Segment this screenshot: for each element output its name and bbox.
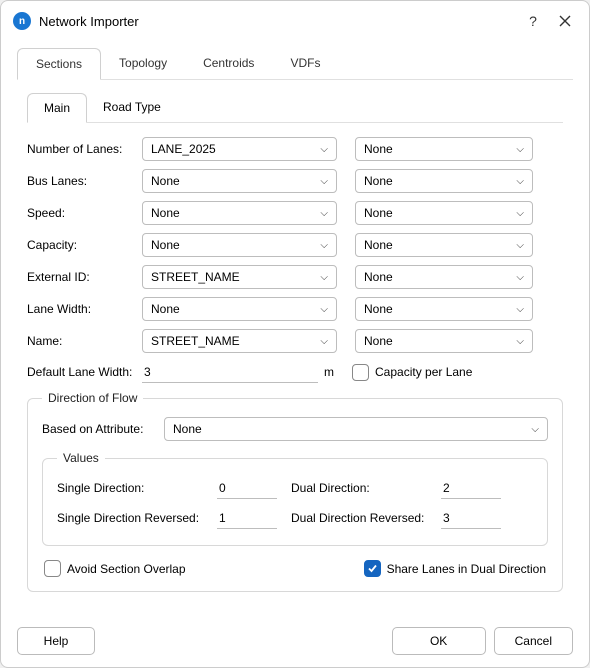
buslanes-select-1[interactable]: None⌵ (142, 169, 337, 193)
name-label: Name: (27, 334, 142, 348)
window-title: Network Importer (39, 14, 513, 29)
speed-label: Speed: (27, 206, 142, 220)
based-on-attribute-select[interactable]: None⌵ (164, 417, 548, 441)
numlanes-label: Number of Lanes: (27, 142, 142, 156)
tab-vdfs[interactable]: VDFs (272, 48, 338, 80)
titlebar: n Network Importer ? (1, 1, 589, 41)
chevron-down-icon: ⌵ (516, 176, 524, 187)
single-direction-label: Single Direction: (57, 481, 217, 495)
subtab-roadtype[interactable]: Road Type (87, 93, 177, 123)
capacity-select-2[interactable]: None⌵ (355, 233, 533, 257)
sub-tabs: Main Road Type (27, 92, 563, 123)
direction-of-flow-group: Direction of Flow Based on Attribute: No… (27, 391, 563, 592)
dual-direction-label: Dual Direction: (291, 481, 441, 495)
speed-select-1[interactable]: None⌵ (142, 201, 337, 225)
chevron-down-icon: ⌵ (516, 304, 524, 315)
chevron-down-icon: ⌵ (531, 424, 539, 435)
buslanes-label: Bus Lanes: (27, 174, 142, 188)
tab-sections[interactable]: Sections (17, 48, 101, 80)
capacity-per-lane-checkbox[interactable]: Capacity per Lane (352, 364, 472, 381)
chevron-down-icon: ⌵ (320, 272, 328, 283)
values-group: Values Single Direction: Dual Direction:… (42, 451, 548, 546)
chevron-down-icon: ⌵ (516, 336, 524, 347)
name-select-1[interactable]: STREET_NAME⌵ (142, 329, 337, 353)
single-direction-reversed-label: Single Direction Reversed: (57, 511, 217, 525)
chevron-down-icon: ⌵ (320, 144, 328, 155)
lanewidth-label: Lane Width: (27, 302, 142, 316)
checkbox-checked-icon (364, 560, 381, 577)
capacity-label: Capacity: (27, 238, 142, 252)
chevron-down-icon: ⌵ (320, 336, 328, 347)
share-lanes-checkbox[interactable]: Share Lanes in Dual Direction (364, 560, 546, 577)
default-lane-width-input[interactable] (142, 361, 318, 383)
help-icon[interactable]: ? (521, 9, 545, 33)
based-on-attribute-label: Based on Attribute: (42, 422, 164, 436)
extid-select-2[interactable]: None⌵ (355, 265, 533, 289)
extid-label: External ID: (27, 270, 142, 284)
capacity-select-1[interactable]: None⌵ (142, 233, 337, 257)
ok-button[interactable]: OK (392, 627, 486, 655)
default-lane-width-unit: m (324, 365, 334, 379)
capacity-per-lane-label: Capacity per Lane (375, 365, 472, 379)
single-direction-input[interactable] (217, 477, 277, 499)
speed-select-2[interactable]: None⌵ (355, 201, 533, 225)
values-legend: Values (57, 451, 105, 465)
checkbox-icon (352, 364, 369, 381)
dual-direction-input[interactable] (441, 477, 501, 499)
checkbox-icon (44, 560, 61, 577)
single-direction-reversed-input[interactable] (217, 507, 277, 529)
chevron-down-icon: ⌵ (320, 304, 328, 315)
buslanes-select-2[interactable]: None⌵ (355, 169, 533, 193)
name-select-2[interactable]: None⌵ (355, 329, 533, 353)
chevron-down-icon: ⌵ (516, 208, 524, 219)
share-lanes-label: Share Lanes in Dual Direction (387, 562, 546, 576)
lanewidth-select-1[interactable]: None⌵ (142, 297, 337, 321)
content-area: Sections Topology Centroids VDFs Main Ro… (1, 41, 589, 615)
direction-legend: Direction of Flow (42, 391, 143, 405)
numlanes-select-2[interactable]: None⌵ (355, 137, 533, 161)
chevron-down-icon: ⌵ (320, 240, 328, 251)
default-lane-width-label: Default Lane Width: (27, 365, 142, 379)
chevron-down-icon: ⌵ (516, 272, 524, 283)
lanewidth-select-2[interactable]: None⌵ (355, 297, 533, 321)
tab-centroids[interactable]: Centroids (185, 48, 272, 80)
chevron-down-icon: ⌵ (320, 208, 328, 219)
numlanes-select-1[interactable]: LANE_2025⌵ (142, 137, 337, 161)
close-icon[interactable] (553, 9, 577, 33)
footer-buttons: Help OK Cancel (1, 615, 589, 667)
subtab-main[interactable]: Main (27, 93, 87, 123)
help-button[interactable]: Help (17, 627, 95, 655)
extid-select-1[interactable]: STREET_NAME⌵ (142, 265, 337, 289)
dual-direction-reversed-input[interactable] (441, 507, 501, 529)
main-tabs: Sections Topology Centroids VDFs (17, 47, 573, 80)
tab-topology[interactable]: Topology (101, 48, 185, 80)
chevron-down-icon: ⌵ (516, 240, 524, 251)
dual-direction-reversed-label: Dual Direction Reversed: (291, 511, 441, 525)
cancel-button[interactable]: Cancel (494, 627, 573, 655)
app-icon: n (13, 12, 31, 30)
chevron-down-icon: ⌵ (320, 176, 328, 187)
avoid-section-overlap-checkbox[interactable]: Avoid Section Overlap (44, 560, 186, 577)
network-importer-window: n Network Importer ? Sections Topology C… (0, 0, 590, 668)
chevron-down-icon: ⌵ (516, 144, 524, 155)
avoid-section-overlap-label: Avoid Section Overlap (67, 562, 186, 576)
